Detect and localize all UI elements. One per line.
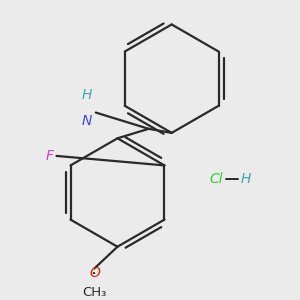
Text: CH₃: CH₃ (82, 286, 106, 299)
Text: N: N (81, 114, 92, 128)
Text: H: H (241, 172, 251, 186)
Text: F: F (46, 149, 54, 163)
Text: Cl: Cl (210, 172, 223, 186)
Text: H: H (81, 88, 92, 102)
Text: O: O (89, 266, 100, 280)
